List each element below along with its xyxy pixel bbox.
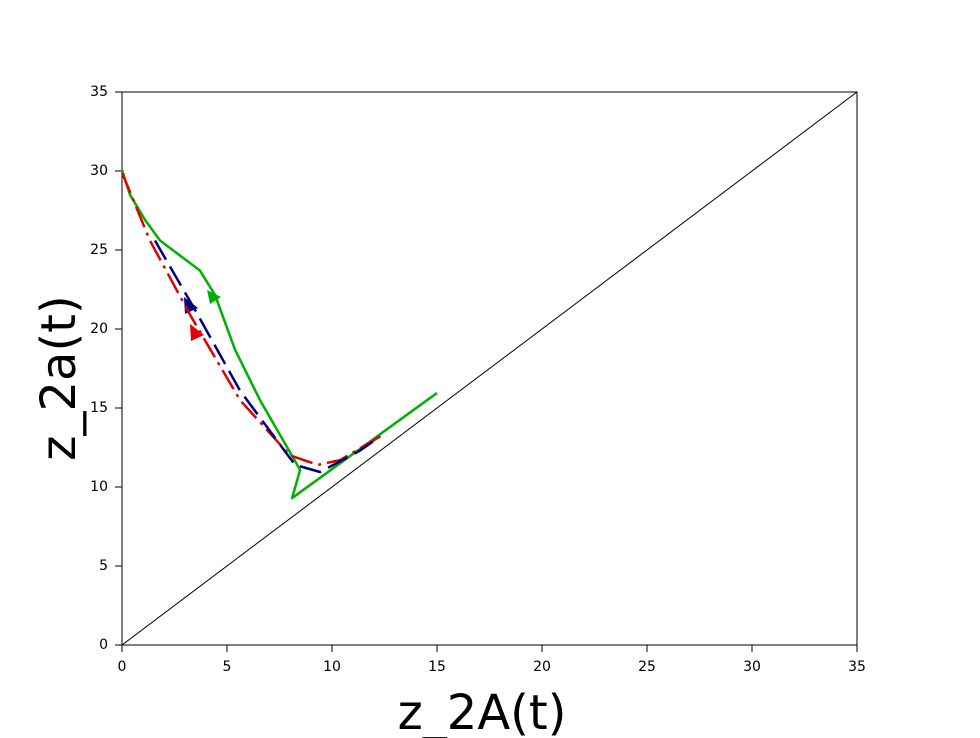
x-tick-label: 25	[638, 659, 656, 675]
direction-arrow	[207, 290, 221, 304]
plot-frame	[121, 91, 858, 646]
x-tick-label: 20	[533, 659, 551, 675]
x-tick-label: 35	[848, 659, 866, 675]
y-tick-label: 25	[90, 242, 108, 258]
y-axis-label: z_2a(t)	[31, 295, 87, 460]
x-tick-label: 30	[743, 659, 761, 675]
data-line	[153, 239, 382, 474]
y-tick-label: 15	[90, 400, 108, 416]
y-tick-label: 10	[90, 479, 108, 495]
x-tick-label: 15	[428, 659, 446, 675]
y-tick-label: 30	[90, 163, 108, 179]
direction-arrow	[190, 324, 204, 341]
y-tick-label: 5	[99, 558, 108, 574]
x-tick-label: 10	[323, 659, 341, 675]
data-line	[121, 91, 858, 646]
y-tick-label: 20	[90, 321, 108, 337]
x-axis-label: z_2A(t)	[398, 685, 567, 738]
data-line	[120, 172, 381, 467]
x-tick-label: 5	[223, 659, 232, 675]
y-tick-label: 0	[99, 637, 108, 653]
data-line	[120, 169, 438, 500]
y-tick-label: 35	[90, 84, 108, 100]
x-tick-label: 0	[118, 659, 127, 675]
